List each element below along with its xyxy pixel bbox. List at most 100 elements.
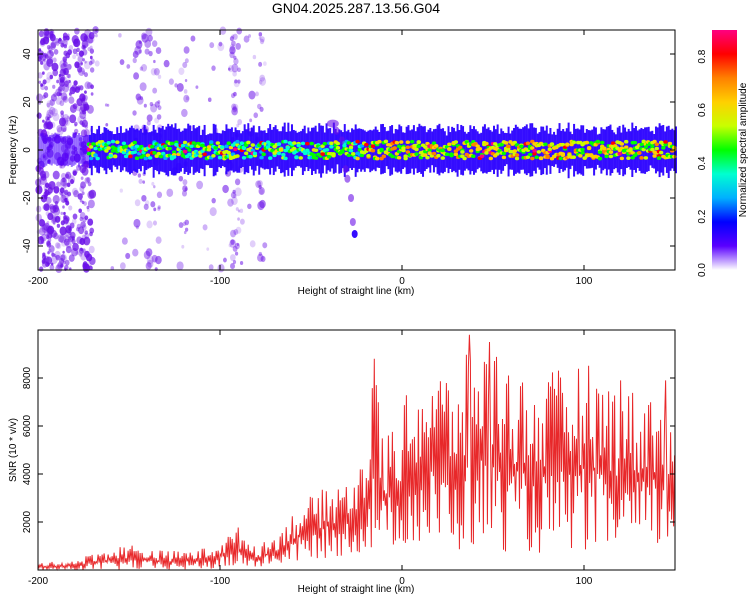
spectrogram-noise-blob bbox=[47, 212, 54, 221]
spectrogram-band-cell bbox=[392, 146, 397, 150]
spectrogram-noise-blob bbox=[57, 126, 64, 136]
spectrogram-band-cell bbox=[641, 139, 646, 144]
spectrogram-noise-blob bbox=[89, 67, 95, 73]
spectrogram-noise-blob bbox=[38, 227, 46, 236]
spectrogram-noise-blob bbox=[56, 91, 61, 97]
colorbar-gradient bbox=[712, 30, 737, 270]
spectrogram-noise-blob bbox=[209, 207, 217, 217]
spectrogram-noise-blob bbox=[84, 177, 90, 184]
spectrogram-band-cell bbox=[252, 151, 258, 156]
snr-y-tick-label: 8000 bbox=[22, 366, 33, 389]
spectrogram-noise-blob bbox=[154, 117, 160, 124]
spectrogram-band-cell bbox=[191, 141, 196, 145]
spectrogram-noise-blob bbox=[231, 40, 236, 47]
spectrogram-noise-blob bbox=[146, 114, 153, 122]
spectrogram-noise-blob bbox=[52, 194, 60, 204]
spectrogram-band-cell bbox=[108, 154, 114, 158]
spectrogram-band-cell bbox=[320, 152, 325, 156]
spectrogram-noise-blob bbox=[56, 181, 61, 188]
spectrogram-noise-blob bbox=[176, 82, 184, 92]
spectrogram-noise-blob bbox=[62, 32, 68, 39]
spectrogram-noise-blob bbox=[48, 115, 52, 119]
spectrogram-band-slice bbox=[48, 135, 51, 165]
spectrogram-band-cell bbox=[427, 148, 432, 152]
spectrogram-noise-blob bbox=[68, 231, 72, 236]
spectrogram-band-cell bbox=[447, 142, 452, 147]
spectrogram-noise-blob bbox=[36, 112, 42, 119]
spectrogram-band-slice bbox=[374, 126, 377, 172]
spectrogram-noise-blob bbox=[77, 62, 82, 68]
spectrogram-band-slice bbox=[345, 131, 348, 173]
spectrogram-noise-blob bbox=[46, 121, 54, 130]
spectrogram-band-cell bbox=[305, 141, 310, 146]
spectrogram-band-cell bbox=[560, 153, 566, 157]
spectrogram-streak-blob bbox=[351, 230, 358, 238]
spectrogram-band-cell bbox=[639, 156, 644, 160]
spectrogram-band-slice bbox=[594, 127, 597, 170]
spectrogram-band-cell bbox=[427, 151, 432, 155]
spectrogram-band-cell bbox=[549, 142, 555, 146]
spectrogram-noise-blob bbox=[90, 58, 95, 65]
spectrogram-band-cell bbox=[244, 151, 249, 156]
spectrogram-noise-blob bbox=[235, 42, 241, 50]
spectrogram-band-slice bbox=[90, 125, 93, 176]
spectrogram-noise-blob bbox=[76, 236, 83, 244]
spectrogram-band-slice bbox=[465, 133, 468, 169]
spectrogram-noise-blob bbox=[183, 230, 187, 235]
spectrogram-band-cell bbox=[239, 141, 245, 146]
spectrogram-noise-blob bbox=[190, 35, 196, 42]
snr-series-line bbox=[37, 334, 676, 572]
spectrogram-noise-blob bbox=[84, 81, 91, 90]
spectrogram-band-cell bbox=[512, 149, 518, 153]
spectrogram-noise-blob bbox=[231, 34, 235, 39]
spectrogram-band-slice bbox=[132, 128, 135, 171]
spectrogram-band-slice bbox=[170, 124, 173, 175]
spectrogram-noise-blob bbox=[58, 117, 67, 127]
spectrogram-band-cell bbox=[405, 140, 411, 144]
spectrogram-band-cell bbox=[132, 150, 138, 154]
spectrogram-band-cell bbox=[394, 140, 400, 145]
spectrogram-band-cell bbox=[320, 144, 325, 149]
spectrogram-noise-blob bbox=[84, 60, 87, 64]
spectrogram-noise-blob bbox=[255, 180, 262, 188]
spectrogram-streak-blob bbox=[338, 136, 345, 145]
spectrogram-band-cell bbox=[663, 140, 668, 144]
spectrogram-noise-blob bbox=[83, 116, 87, 121]
spectrogram-noise-blob bbox=[72, 213, 78, 220]
spectrogram-noise-blob bbox=[49, 106, 56, 115]
spectrogram-noise-blob bbox=[249, 240, 256, 248]
spectrogram-x-tick-label: 100 bbox=[576, 276, 593, 287]
spectrogram-noise-blob bbox=[39, 235, 44, 241]
spectrogram-x-tick-label: -100 bbox=[210, 276, 230, 287]
spectrogram-noise-blob bbox=[126, 64, 131, 69]
spectrogram-band-slice bbox=[227, 128, 230, 172]
spectrogram-band-slice bbox=[258, 126, 261, 175]
spectrogram-noise-blob bbox=[62, 182, 68, 188]
spectrogram-band-cell bbox=[604, 154, 609, 159]
figure-title: GN04.2025.287.13.56.G04 bbox=[272, 0, 440, 16]
spectrogram-band-slice bbox=[569, 131, 572, 170]
spectrogram-band-slice bbox=[76, 134, 79, 163]
spectrogram-noise-blob bbox=[76, 63, 80, 67]
spectrogram-noise-blob bbox=[86, 205, 90, 210]
spectrogram-noise-blob bbox=[62, 177, 67, 183]
spectrogram-noise-blob bbox=[46, 49, 54, 59]
spectrogram-noise-blob bbox=[43, 92, 49, 99]
spectrogram-band-cell bbox=[600, 140, 605, 145]
spectrogram-noise-blob bbox=[182, 179, 188, 186]
spectrogram-noise-blob bbox=[156, 114, 162, 120]
spectrogram-band-slice bbox=[361, 129, 364, 170]
spectrogram-band-cell bbox=[169, 141, 175, 146]
spectrogram-band-cell bbox=[405, 145, 411, 150]
spectrogram-noise-blob bbox=[178, 222, 184, 228]
spectrogram-noise-blob bbox=[72, 103, 78, 110]
spectrogram-noise-blob bbox=[42, 36, 50, 45]
spectrogram-noise-blob bbox=[154, 101, 160, 108]
spectrogram-band-cell bbox=[250, 143, 255, 147]
spectrogram-band-slice bbox=[584, 132, 586, 167]
spectrogram-noise-blob bbox=[125, 252, 131, 260]
spectrogram-noise-blob bbox=[229, 36, 234, 42]
spectrogram-noise-blob bbox=[59, 68, 66, 77]
spectrogram-band-slice bbox=[238, 130, 241, 173]
